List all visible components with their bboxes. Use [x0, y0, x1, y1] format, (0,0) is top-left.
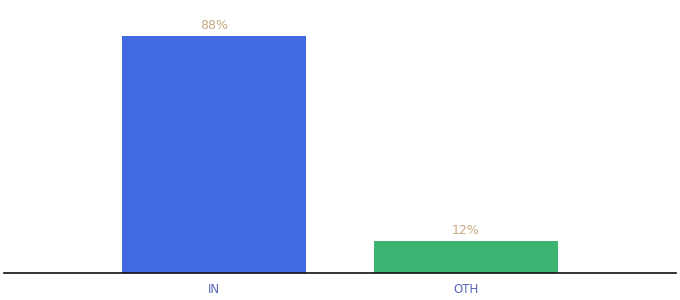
Text: 12%: 12%: [452, 224, 480, 237]
Text: 88%: 88%: [200, 20, 228, 32]
Bar: [122, 36, 307, 273]
Bar: [373, 241, 558, 273]
